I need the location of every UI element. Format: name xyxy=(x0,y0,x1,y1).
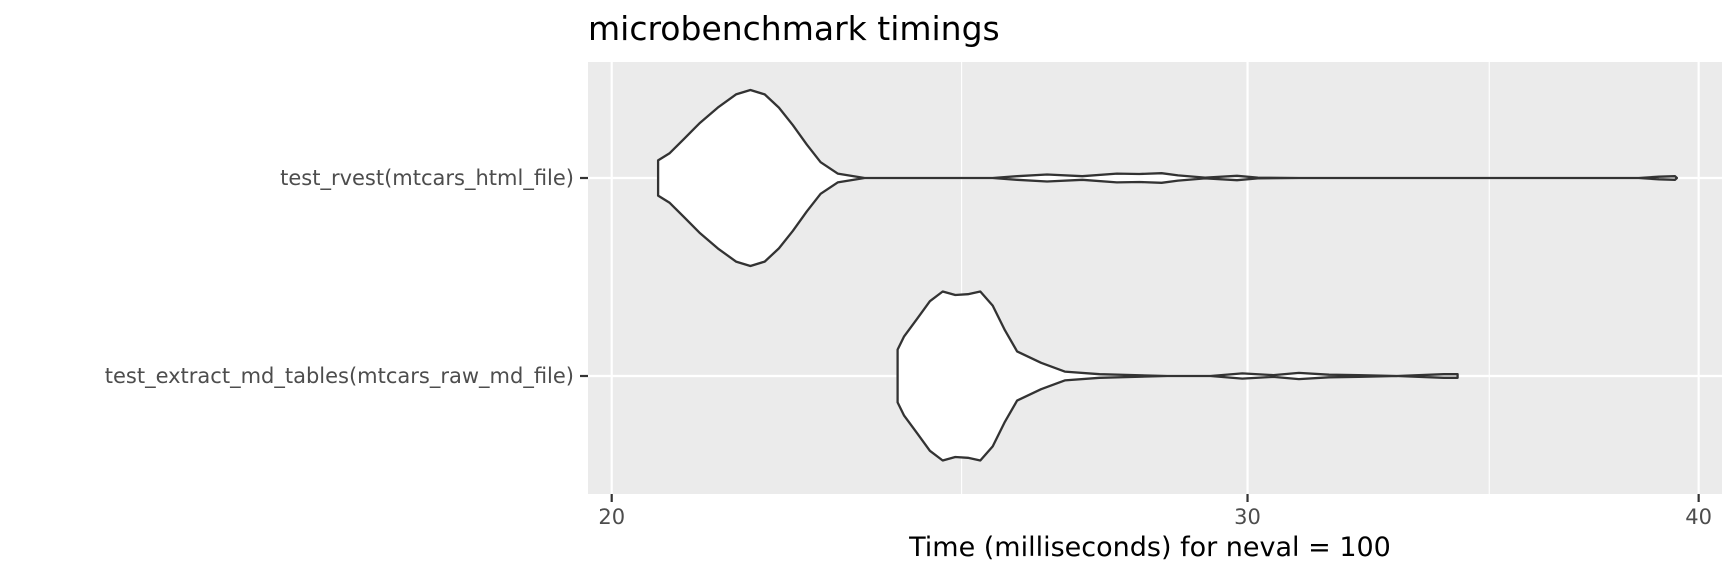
y-axis: test_extract_md_tables(mtcars_raw_md_fil… xyxy=(105,166,588,389)
chart-title: microbenchmark timings xyxy=(588,9,1000,48)
x-tick-label: 30 xyxy=(1234,505,1261,529)
y-tick-label: test_extract_md_tables(mtcars_raw_md_fil… xyxy=(105,364,574,389)
violins xyxy=(656,88,1679,462)
x-axis-label: Time (milliseconds) for neval = 100 xyxy=(908,532,1391,563)
y-tick-label: test_rvest(mtcars_html_file) xyxy=(280,166,574,191)
violin-shape xyxy=(656,88,1679,268)
violin-shape xyxy=(896,290,1459,462)
x-axis: 20 30 40 xyxy=(598,494,1712,529)
x-tick-label: 20 xyxy=(598,505,625,529)
x-tick-label: 40 xyxy=(1685,505,1712,529)
